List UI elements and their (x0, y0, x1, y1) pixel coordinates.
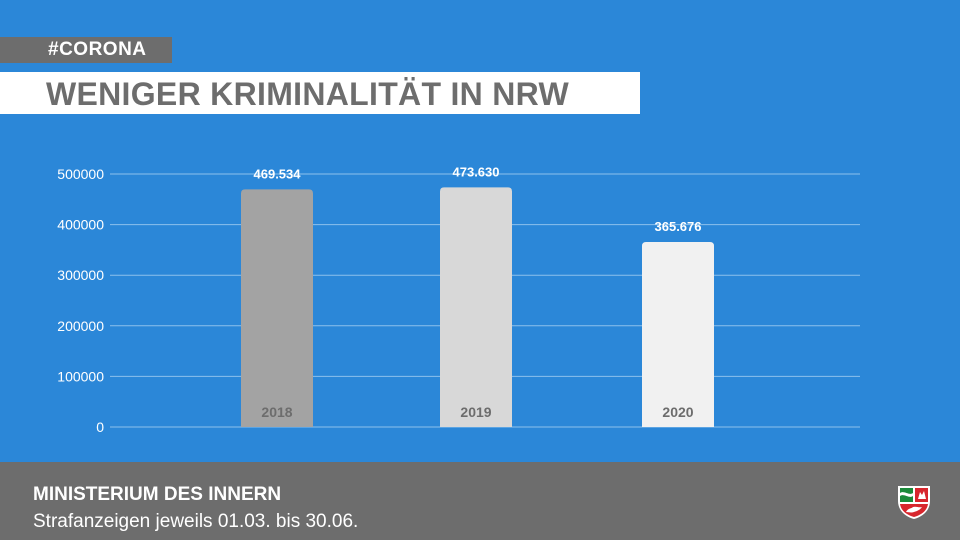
y-tick-label: 500000 (57, 166, 104, 182)
data-label: 473.630 (453, 164, 500, 179)
x-tick-label: 2020 (662, 404, 693, 420)
nrw-coat-of-arms-icon (898, 486, 930, 519)
y-tick-label: 200000 (57, 318, 104, 334)
data-label: 469.534 (254, 166, 302, 181)
y-tick-label: 400000 (57, 217, 104, 233)
y-tick-label: 0 (96, 419, 104, 435)
x-tick-label: 2019 (460, 404, 491, 420)
x-tick-label: 2018 (261, 404, 292, 420)
bar-2020 (642, 241, 714, 427)
y-tick-label: 300000 (57, 267, 104, 283)
bar-chart: 0 100000 200000 300000 400000 500000 469.534 20… (57, 164, 860, 435)
date-range-note: Strafanzeigen jeweils 01.03. bis 30.06. (33, 511, 359, 532)
hashtag-label: #CORONA (0, 37, 172, 63)
footer-bar (0, 462, 960, 540)
bar-2019 (440, 187, 512, 427)
bar-2018 (241, 189, 313, 427)
ministry-name: MINISTERIUM DES INNERN (33, 484, 282, 505)
page-title: WENIGER KRIMINALITÄT IN NRW (0, 72, 640, 114)
y-tick-label: 100000 (57, 368, 104, 384)
data-label: 365.676 (655, 219, 702, 234)
